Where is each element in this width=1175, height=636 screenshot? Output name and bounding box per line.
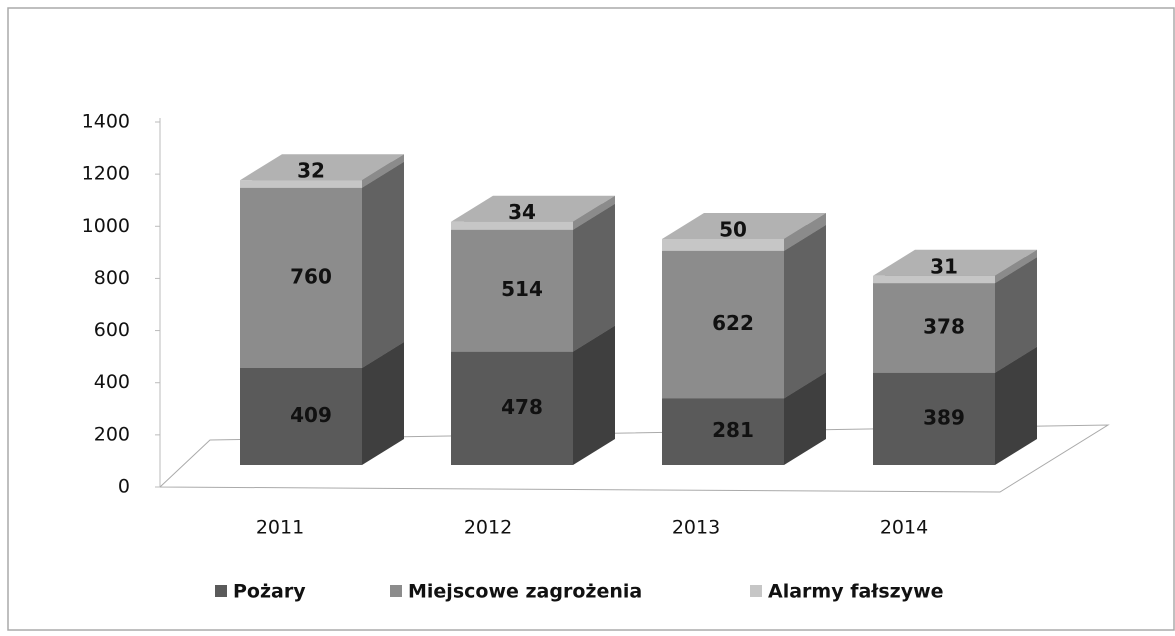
bar-top <box>240 154 404 181</box>
bar <box>873 283 995 373</box>
bar-side <box>784 224 826 399</box>
data-label: 31 <box>930 254 958 278</box>
data-label: 622 <box>712 311 754 335</box>
y-tick-label: 1000 <box>82 215 130 237</box>
y-tick-label: 400 <box>94 371 130 393</box>
bar <box>662 398 784 465</box>
bar-side <box>362 342 404 465</box>
bar <box>240 187 362 369</box>
y-tick-label: 1200 <box>82 163 130 185</box>
bar <box>873 372 995 465</box>
bar-side <box>784 372 826 465</box>
data-label: 378 <box>923 314 965 338</box>
y-tick-label: 1400 <box>82 111 130 133</box>
x-tick-label: 2011 <box>256 517 304 539</box>
bar <box>662 250 784 399</box>
bar-side <box>784 213 826 251</box>
data-label: 514 <box>501 277 543 301</box>
bar <box>451 229 573 352</box>
bar-side <box>573 325 615 465</box>
floor <box>158 424 1110 493</box>
legend-label: Pożary <box>233 581 306 603</box>
bar-top <box>451 195 615 222</box>
legend-swatch <box>215 585 227 597</box>
bar-side <box>995 346 1037 465</box>
bar-side <box>995 257 1037 373</box>
data-label: 760 <box>290 264 332 288</box>
bar <box>662 239 784 251</box>
x-tick-label: 2014 <box>880 517 928 539</box>
bar-side <box>362 161 404 369</box>
bar <box>451 221 573 230</box>
y-tick-label: 800 <box>94 267 130 289</box>
bar <box>240 180 362 188</box>
x-tick-label: 2013 <box>672 517 720 539</box>
bar-side <box>573 203 615 352</box>
legend-swatch <box>750 585 762 597</box>
data-label: 34 <box>508 200 536 224</box>
bar <box>451 351 573 465</box>
bar <box>240 368 362 465</box>
bar-side <box>362 154 404 188</box>
y-tick-label: 200 <box>94 423 130 445</box>
bar-top <box>873 249 1037 276</box>
x-tick-label: 2012 <box>464 517 512 539</box>
data-label: 409 <box>290 403 332 427</box>
data-label: 389 <box>923 405 965 429</box>
legend-label: Alarmy fałszywe <box>768 581 944 603</box>
bar <box>873 275 995 284</box>
data-label: 50 <box>719 218 747 242</box>
y-tick-label: 0 <box>118 476 130 498</box>
legend-label: Miejscowe zagrożenia <box>408 581 642 603</box>
bar-top <box>662 213 826 240</box>
legend-swatch <box>390 585 402 597</box>
bar-side <box>573 195 615 230</box>
bar-side <box>995 249 1037 284</box>
y-tick-label: 600 <box>94 319 130 341</box>
data-label: 281 <box>712 418 754 442</box>
data-label: 32 <box>297 159 325 183</box>
data-label: 478 <box>501 395 543 419</box>
